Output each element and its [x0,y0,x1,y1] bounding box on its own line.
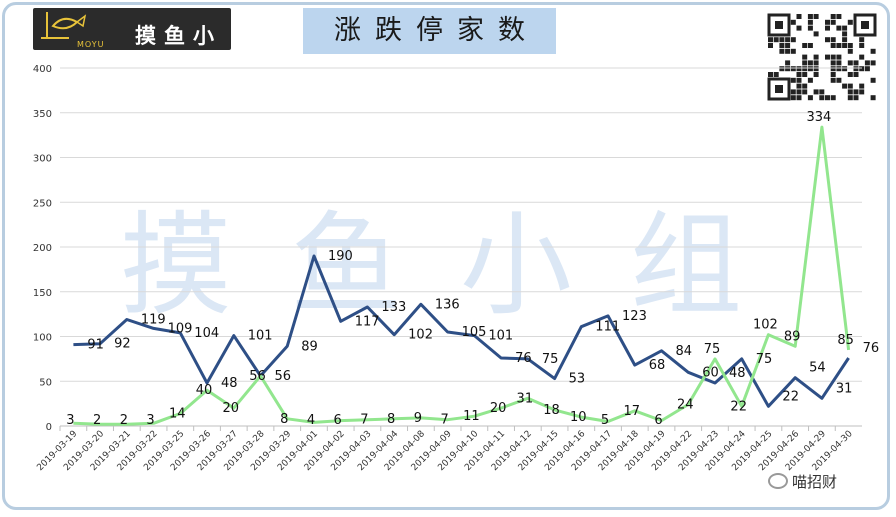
data-label-limit-down: 7 [360,413,368,428]
data-label-limit-up: 101 [488,329,513,344]
y-tick-label: 250 [33,198,52,209]
data-label-limit-up: 60 [702,365,719,380]
data-label-limit-down: 56 [249,369,266,384]
data-label-limit-down: 7 [440,413,448,428]
data-label-limit-up: 76 [863,341,880,356]
data-label-limit-down: 10 [570,410,587,425]
logo-text: 摸鱼小组 [135,24,222,78]
credit: 喵招财 [768,470,837,492]
data-label-limit-down: 24 [677,398,694,413]
data-label-limit-down: 4 [307,413,315,428]
data-label-limit-down: 3 [66,413,74,428]
title-banner: 涨跌停家数 [303,8,556,54]
data-label-limit-down: 334 [806,110,831,125]
series-line-limit-up [73,254,850,408]
y-tick-label: 100 [33,333,52,344]
y-tick-label: 150 [33,288,52,299]
data-label-limit-up: 119 [141,312,166,327]
chart-frame [2,2,890,510]
data-label-limit-up: 91 [87,338,104,353]
data-label-limit-up: 48 [729,366,746,381]
data-label-limit-up: 105 [462,325,487,340]
data-label-limit-up: 31 [836,381,853,396]
y-tick-label: 50 [39,377,52,388]
data-label-limit-down: 102 [753,318,778,333]
data-label-limit-up: 190 [328,249,353,264]
data-label-limit-up: 75 [756,352,773,367]
data-label-limit-down: 2 [93,413,101,428]
data-label-limit-down: 2 [120,413,128,428]
logo: MOYU 摸鱼小组 [33,8,231,78]
qr-code-icon [767,13,877,101]
y-tick-label: 0 [46,422,52,433]
data-label-limit-up: 136 [435,297,460,312]
data-label-limit-down: 31 [517,391,534,406]
data-label-limit-up: 102 [408,328,433,343]
data-label-limit-up: 53 [569,372,586,387]
chart-title: 涨跌停家数 [334,15,539,46]
y-tick-label: 200 [33,243,52,254]
data-label-limit-down: 40 [196,383,213,398]
logo-sub-text: MOYU [77,40,105,49]
data-label-limit-down: 8 [280,412,288,427]
data-label-limit-up: 56 [275,369,292,384]
y-tick-label: 400 [33,64,52,75]
data-label-limit-down: 5 [601,413,609,428]
data-label-limit-up: 101 [248,329,273,344]
data-label-limit-up: 48 [221,376,238,391]
data-label-limit-down: 8 [387,412,395,427]
data-label-limit-up: 109 [168,321,193,336]
credit-text: 喵招财 [792,472,838,491]
data-label-limit-up: 84 [676,344,693,359]
y-tick-label: 300 [33,154,52,165]
data-label-limit-up: 76 [515,351,532,366]
data-label-limit-up: 133 [381,300,406,315]
y-tick-label: 350 [33,109,52,120]
data-label-limit-down: 89 [784,329,801,344]
data-label-limit-up: 92 [114,337,131,352]
data-label-limit-up: 123 [622,309,647,324]
data-label-limit-up: 22 [782,389,799,404]
data-label-limit-down: 20 [222,401,239,416]
data-label-limit-down: 9 [414,411,422,426]
data-label-limit-down: 6 [654,413,662,428]
data-label-limit-down: 6 [334,413,342,428]
wechat-icon [768,473,788,489]
data-label-limit-down: 18 [543,403,560,418]
qr-code [766,12,878,102]
data-label-limit-down: 20 [490,401,507,416]
fish-logo-icon [41,12,87,39]
data-label-limit-up: 104 [194,326,219,341]
data-label-limit-down: 75 [704,342,721,357]
data-label-limit-down: 22 [730,399,747,414]
data-label-limit-up: 68 [649,358,666,373]
data-label-limit-down: 85 [837,333,854,348]
data-label-limit-down: 11 [463,409,480,424]
data-label-limit-up: 75 [542,352,559,367]
data-label-limit-down: 17 [623,404,640,419]
data-label-limit-down: 3 [146,413,154,428]
data-label-limit-down: 14 [169,406,186,421]
data-label-limit-up: 117 [355,314,380,329]
series-line-limit-down [73,125,851,426]
data-label-limit-up: 111 [595,320,620,335]
data-label-limit-up: 54 [809,361,826,376]
data-label-limit-up: 89 [301,339,318,354]
